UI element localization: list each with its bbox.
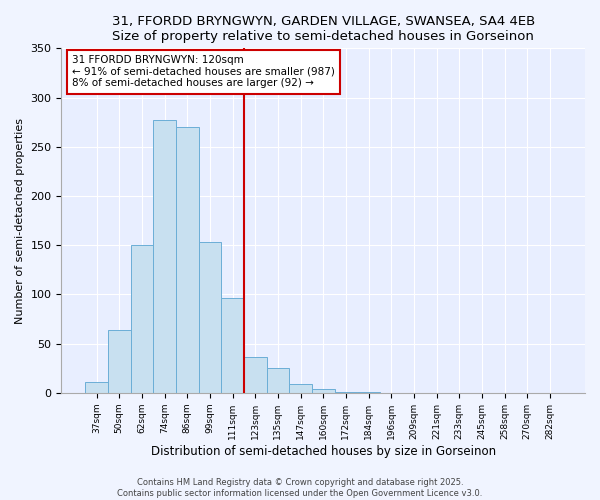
Bar — [335, 392, 357, 393]
Text: Contains HM Land Registry data © Crown copyright and database right 2025.
Contai: Contains HM Land Registry data © Crown c… — [118, 478, 482, 498]
Title: 31, FFORDD BRYNGWYN, GARDEN VILLAGE, SWANSEA, SA4 4EB
Size of property relative : 31, FFORDD BRYNGWYN, GARDEN VILLAGE, SWA… — [112, 15, 535, 43]
Bar — [357, 392, 380, 393]
Bar — [199, 242, 221, 393]
Bar — [108, 330, 131, 393]
X-axis label: Distribution of semi-detached houses by size in Gorseinon: Distribution of semi-detached houses by … — [151, 444, 496, 458]
Bar — [289, 384, 312, 393]
Bar — [85, 382, 108, 393]
Bar — [221, 298, 244, 393]
Bar — [312, 389, 335, 393]
Y-axis label: Number of semi-detached properties: Number of semi-detached properties — [15, 118, 25, 324]
Bar — [176, 127, 199, 393]
Bar — [153, 120, 176, 393]
Bar — [244, 358, 266, 393]
Text: 31 FFORDD BRYNGWYN: 120sqm
← 91% of semi-detached houses are smaller (987)
8% of: 31 FFORDD BRYNGWYN: 120sqm ← 91% of semi… — [72, 55, 335, 88]
Bar — [131, 245, 153, 393]
Bar — [266, 368, 289, 393]
